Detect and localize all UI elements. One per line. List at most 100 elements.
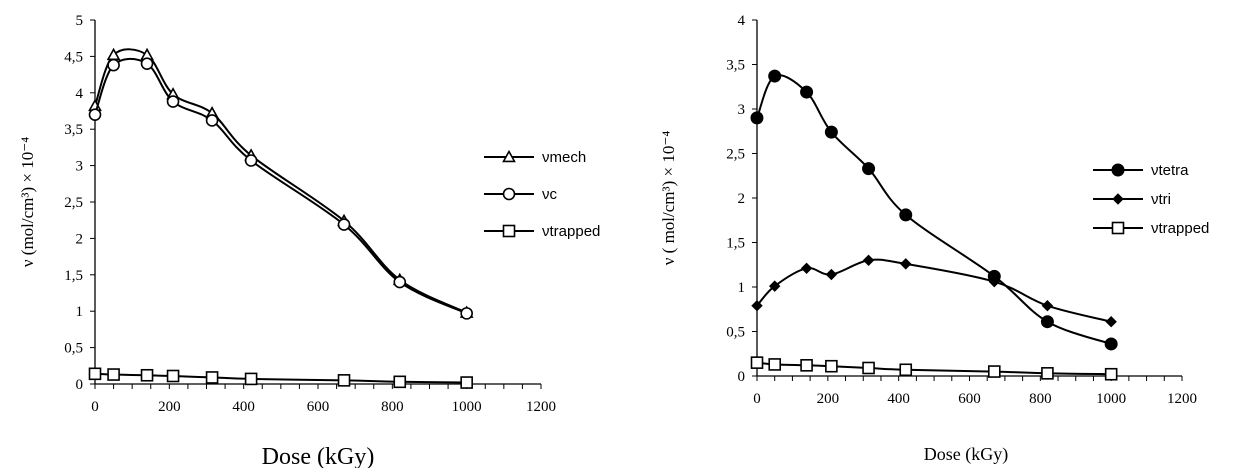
chart-left-data-point bbox=[166, 95, 180, 108]
chart-right-data-point bbox=[862, 162, 876, 176]
chart-left-data-point bbox=[205, 114, 219, 127]
chart-left-x-tick-label: 200 bbox=[158, 399, 181, 415]
chart-right-x-tick-label: 200 bbox=[817, 391, 840, 407]
chart-left-y-tick-label: 4 bbox=[76, 86, 84, 102]
chart-right-data-point bbox=[825, 359, 838, 373]
chart-left-data-point bbox=[393, 275, 407, 289]
chart-left-x-tick-label: 0 bbox=[91, 399, 99, 415]
chart-left-x-tick-label: 600 bbox=[307, 399, 330, 415]
chart-right-data-point bbox=[988, 275, 1000, 288]
chart-left-y-tick-label: 4,5 bbox=[64, 49, 83, 65]
chart-left-y-tick-label: 0,5 bbox=[64, 341, 83, 357]
chart-left-y-axis-label: ν (mol/cm³) × 10⁻⁴ bbox=[18, 137, 37, 267]
chart-right-data-point bbox=[751, 299, 763, 312]
chart-right-data-point bbox=[768, 69, 782, 83]
chart-left-x-tick-label: 800 bbox=[381, 399, 404, 415]
chart-left-x-tick-label: 400 bbox=[232, 399, 255, 415]
chart-right-data-point bbox=[800, 262, 813, 275]
chart-left-data-point bbox=[166, 369, 180, 383]
chart-right-data-point bbox=[1041, 367, 1054, 380]
chart-right-y-tick-label: 1 bbox=[738, 280, 746, 296]
chart-right-x-tick-label: 400 bbox=[887, 391, 910, 407]
chart-right-y-tick-label: 3,5 bbox=[726, 58, 745, 74]
chart-left-series-1 bbox=[88, 57, 473, 320]
chart-right-series-line bbox=[756, 74, 1112, 345]
chart-left-legend-label: νtrapped bbox=[542, 223, 600, 240]
chart-right-legend-label: νtetra bbox=[1151, 162, 1189, 179]
chart-right-legend-entry: νtetra bbox=[1093, 162, 1189, 179]
chart-left-data-point bbox=[393, 375, 407, 389]
chart-left-data-point bbox=[460, 307, 473, 320]
chart-left-y-tick-label: 2 bbox=[76, 231, 84, 247]
chart-right-y-tick-label: 2 bbox=[738, 191, 746, 207]
chart-left-data-point bbox=[107, 58, 120, 72]
chart-left-series-line bbox=[94, 48, 468, 314]
chart-left-legend-marker bbox=[502, 224, 516, 238]
chart-right-y-tick-label: 4 bbox=[738, 13, 746, 29]
chart-right-legend-entry: νtri bbox=[1093, 191, 1171, 208]
chart-right-y-tick-label: 3 bbox=[738, 102, 746, 118]
chart-right-data-point bbox=[862, 361, 875, 375]
chart-left-x-tick-label: 1000 bbox=[452, 399, 482, 415]
chart-left-legend-entry: νmech bbox=[484, 149, 586, 166]
chart-right-y-tick-label: 0 bbox=[738, 369, 746, 385]
chart-left-data-point bbox=[205, 371, 219, 384]
chart-left-data-point bbox=[88, 108, 102, 121]
chart-right-data-point bbox=[1104, 367, 1118, 381]
chart-left-y-tick-label: 3,5 bbox=[64, 122, 83, 138]
chart-right-data-point bbox=[824, 125, 838, 139]
chart-right-data-point bbox=[987, 365, 1001, 378]
chart-left-y-tick-label: 5 bbox=[76, 13, 84, 29]
chart-right-y-tick-label: 0,5 bbox=[726, 325, 745, 341]
chart-left-data-point bbox=[140, 368, 154, 382]
chart-left-y-tick-label: 1 bbox=[76, 304, 84, 320]
chart-right-x-axis-label: Dose (kGy) bbox=[924, 444, 1008, 465]
chart-left-data-point bbox=[88, 367, 102, 381]
chart-right-data-point bbox=[862, 254, 875, 267]
chart-left-y-tick-label: 1,5 bbox=[64, 268, 83, 284]
chart-left-data-point bbox=[337, 218, 351, 231]
chart-left-series-line bbox=[94, 57, 468, 315]
chart-right-data-point bbox=[768, 358, 782, 371]
chart-right-legend-entry: νtrapped bbox=[1093, 220, 1209, 237]
chart-right-data-point bbox=[899, 363, 913, 377]
chart-right-legend-label: νtri bbox=[1151, 191, 1171, 208]
chart-right-data-point bbox=[750, 356, 764, 369]
chart-right-data-point bbox=[769, 280, 781, 292]
chart-left-x-tick-label: 1200 bbox=[526, 399, 556, 415]
chart-left-legend-entry: νc bbox=[484, 186, 558, 203]
chart-right-data-point bbox=[825, 268, 838, 281]
chart-left-legend-marker bbox=[502, 187, 516, 201]
chart-right-data-point bbox=[800, 85, 814, 99]
chart-right-legend-marker bbox=[1111, 221, 1125, 235]
chart-left-legend-label: νc bbox=[542, 186, 558, 203]
chart-right-series-1 bbox=[751, 254, 1117, 328]
chart-right-legend-marker bbox=[1112, 193, 1124, 205]
chart-left-y-tick-label: 0 bbox=[76, 377, 84, 393]
chart-right-legend-label: νtrapped bbox=[1151, 220, 1209, 237]
chart-right-data-point bbox=[900, 258, 912, 270]
chart-left-legend-label: νmech bbox=[542, 149, 586, 166]
chart-left-y-tick-label: 3 bbox=[76, 159, 84, 175]
chart-right-x-tick-label: 600 bbox=[958, 391, 981, 407]
chart-right-y-axis-label: ν ( mol/cm³) × 10⁻⁴ bbox=[659, 131, 678, 266]
chart-right-data-point bbox=[800, 359, 813, 372]
chart-right-x-tick-label: 1200 bbox=[1167, 391, 1197, 407]
chart-right-y-tick-label: 1,5 bbox=[726, 236, 745, 252]
chart-right-data-point bbox=[1104, 337, 1118, 351]
chart-right-x-tick-label: 1000 bbox=[1096, 391, 1126, 407]
chart-left-data-point bbox=[244, 372, 258, 386]
chart-left-data-point bbox=[244, 154, 258, 167]
chart-left-series-0 bbox=[88, 47, 474, 318]
chart-right-data-point bbox=[899, 208, 913, 222]
chart-left-data-point bbox=[107, 368, 120, 381]
chart-left-legend-entry: νtrapped bbox=[484, 223, 600, 240]
chart-right-y-tick-label: 2,5 bbox=[726, 147, 745, 163]
chart-right-series-2 bbox=[750, 356, 1118, 381]
chart-left-legend-marker bbox=[502, 149, 516, 163]
chart-right: 0 200 400 600 800 1000 1200 0 0,5 1 1,5 2 2,5 3 3,5 4 Do… bbox=[659, 13, 1209, 465]
chart-right-data-point bbox=[1041, 299, 1054, 312]
chart-left-y-tick-label: 2,5 bbox=[64, 195, 83, 211]
chart-right-data-point bbox=[1040, 315, 1054, 329]
chart-left-data-point bbox=[140, 57, 154, 70]
